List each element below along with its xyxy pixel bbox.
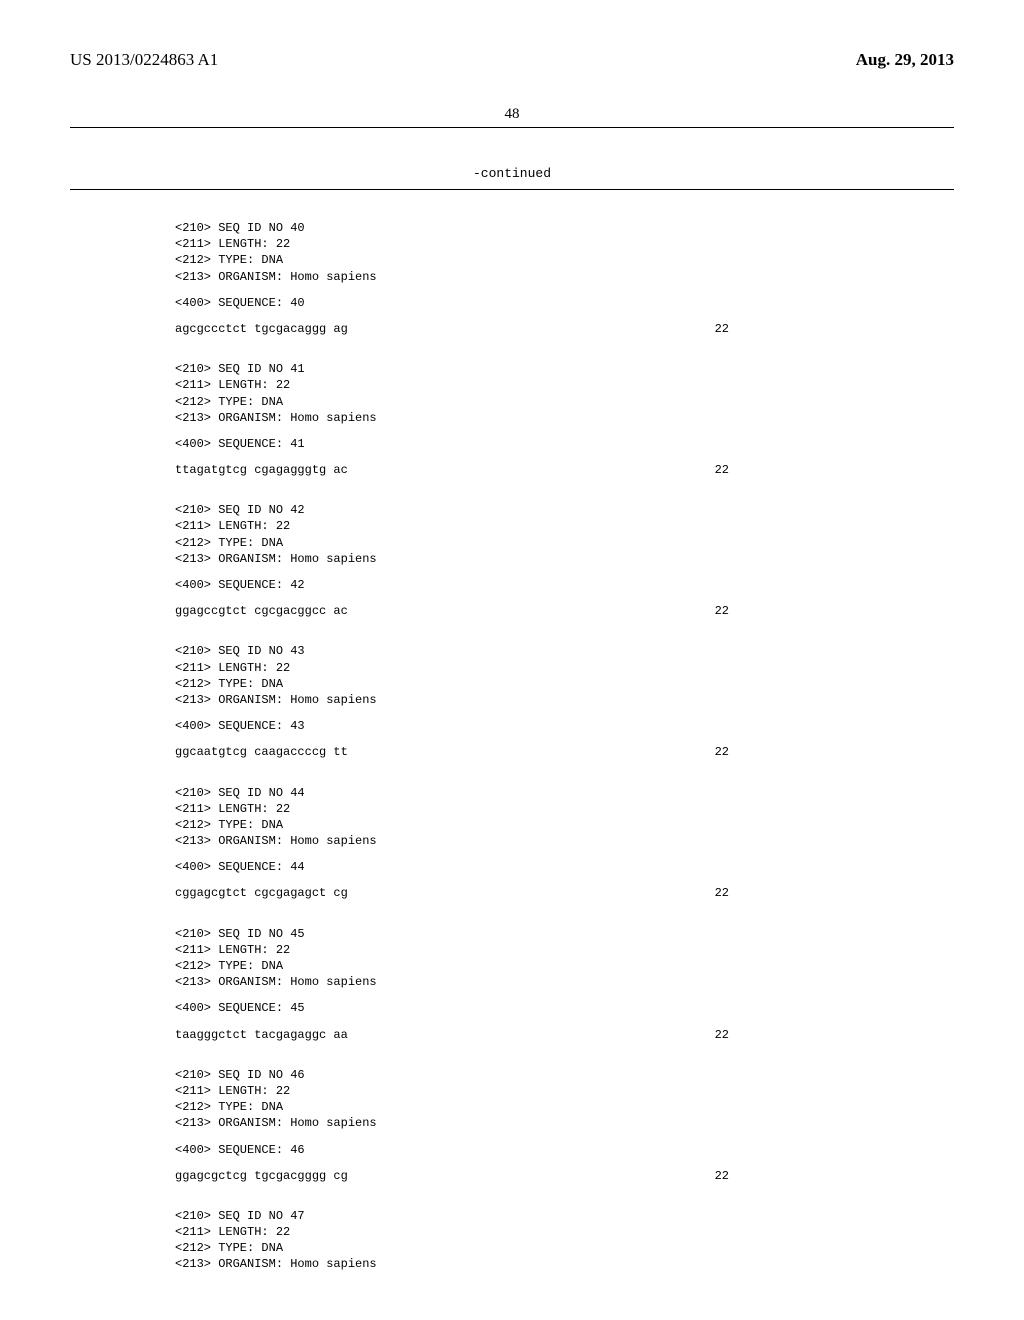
sequence-metadata: <210> SEQ ID NO 45 <211> LENGTH: 22 <212… — [175, 926, 954, 991]
sequence-row: taagggctct tacgagaggc aa 22 — [175, 1027, 954, 1043]
sequence-text: agcgccctct tgcgacaggg ag — [175, 321, 348, 337]
sequence-block: <210> SEQ ID NO 42 <211> LENGTH: 22 <212… — [175, 502, 954, 619]
sequence-metadata: <210> SEQ ID NO 46 <211> LENGTH: 22 <212… — [175, 1067, 954, 1132]
sequence-block: <210> SEQ ID NO 44 <211> LENGTH: 22 <212… — [175, 785, 954, 902]
sequence-text: taagggctct tacgagaggc aa — [175, 1027, 348, 1043]
sequence-row: ggcaatgtcg caagaccccg tt 22 — [175, 744, 954, 760]
sequence-block: <210> SEQ ID NO 47 <211> LENGTH: 22 <212… — [175, 1208, 954, 1273]
sequence-block: <210> SEQ ID NO 45 <211> LENGTH: 22 <212… — [175, 926, 954, 1043]
sequence-label: <400> SEQUENCE: 41 — [175, 436, 954, 452]
sequence-metadata: <210> SEQ ID NO 40 <211> LENGTH: 22 <212… — [175, 220, 954, 285]
sequence-metadata: <210> SEQ ID NO 41 <211> LENGTH: 22 <212… — [175, 361, 954, 426]
sequence-row: agcgccctct tgcgacaggg ag 22 — [175, 321, 954, 337]
sequence-text: ggcaatgtcg caagaccccg tt — [175, 744, 348, 760]
sequence-row: cggagcgtct cgcgagagct cg 22 — [175, 885, 954, 901]
sequence-block: <210> SEQ ID NO 41 <211> LENGTH: 22 <212… — [175, 361, 954, 478]
sequence-metadata: <210> SEQ ID NO 42 <211> LENGTH: 22 <212… — [175, 502, 954, 567]
divider-top — [70, 127, 954, 128]
sequence-metadata: <210> SEQ ID NO 44 <211> LENGTH: 22 <212… — [175, 785, 954, 850]
sequence-length-value: 22 — [715, 603, 954, 619]
sequence-label: <400> SEQUENCE: 42 — [175, 577, 954, 593]
sequence-row: ggagccgtct cgcgacggcc ac 22 — [175, 603, 954, 619]
sequence-block: <210> SEQ ID NO 40 <211> LENGTH: 22 <212… — [175, 220, 954, 337]
continued-label: -continued — [0, 166, 1024, 181]
sequence-row: ggagcgctcg tgcgacgggg cg 22 — [175, 1168, 954, 1184]
sequence-label: <400> SEQUENCE: 46 — [175, 1142, 954, 1158]
sequence-metadata: <210> SEQ ID NO 43 <211> LENGTH: 22 <212… — [175, 643, 954, 708]
publication-number: US 2013/0224863 A1 — [70, 50, 218, 70]
sequence-label: <400> SEQUENCE: 44 — [175, 859, 954, 875]
sequence-label: <400> SEQUENCE: 40 — [175, 295, 954, 311]
sequence-text: cggagcgtct cgcgagagct cg — [175, 885, 348, 901]
sequence-metadata: <210> SEQ ID NO 47 <211> LENGTH: 22 <212… — [175, 1208, 954, 1273]
sequence-length-value: 22 — [715, 462, 954, 478]
sequence-length-value: 22 — [715, 744, 954, 760]
sequence-block: <210> SEQ ID NO 46 <211> LENGTH: 22 <212… — [175, 1067, 954, 1184]
page-number: 48 — [0, 106, 1024, 123]
sequence-text: ggagccgtct cgcgacggcc ac — [175, 603, 348, 619]
sequence-length-value: 22 — [715, 321, 954, 337]
page-header: US 2013/0224863 A1 Aug. 29, 2013 — [0, 0, 1024, 78]
sequence-row: ttagatgtcg cgagagggtg ac 22 — [175, 462, 954, 478]
sequence-label: <400> SEQUENCE: 45 — [175, 1000, 954, 1016]
sequence-length-value: 22 — [715, 885, 954, 901]
sequence-text: ttagatgtcg cgagagggtg ac — [175, 462, 348, 478]
sequence-text: ggagcgctcg tgcgacgggg cg — [175, 1168, 348, 1184]
sequence-listing: <210> SEQ ID NO 40 <211> LENGTH: 22 <212… — [0, 190, 1024, 1273]
publication-date: Aug. 29, 2013 — [856, 50, 954, 70]
sequence-length-value: 22 — [715, 1027, 954, 1043]
sequence-block: <210> SEQ ID NO 43 <211> LENGTH: 22 <212… — [175, 643, 954, 760]
sequence-length-value: 22 — [715, 1168, 954, 1184]
sequence-label: <400> SEQUENCE: 43 — [175, 718, 954, 734]
